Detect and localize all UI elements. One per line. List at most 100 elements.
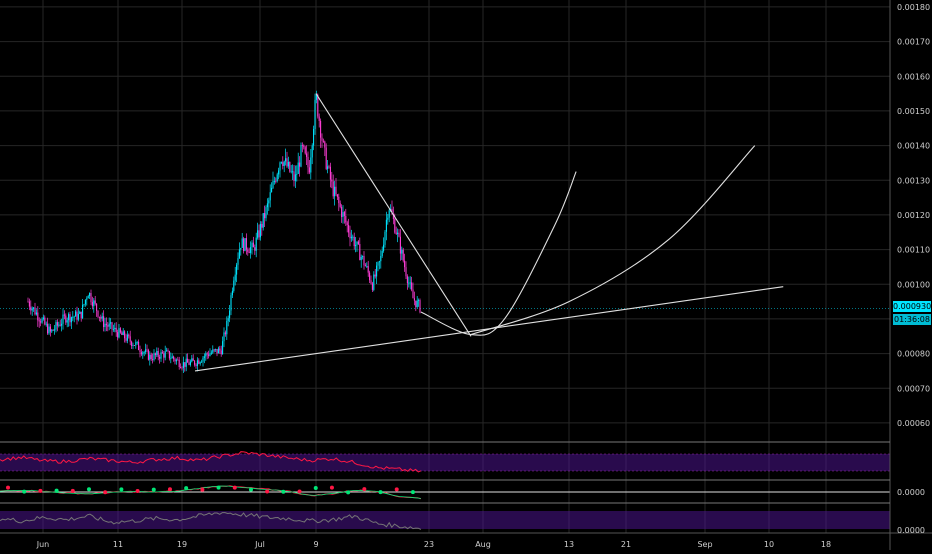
x-tick-label: 21 <box>621 540 631 549</box>
x-tick-label: Sep <box>697 540 712 549</box>
candle-body <box>149 354 151 360</box>
oscillator-band <box>0 454 890 471</box>
candle-body <box>408 282 410 284</box>
candle-body <box>189 361 191 365</box>
candle-body <box>350 236 352 239</box>
candle-body <box>342 212 344 218</box>
x-tick-label: 19 <box>177 540 187 549</box>
candle-body <box>328 166 330 168</box>
candle-body <box>119 328 121 333</box>
candle-body <box>402 249 404 261</box>
y-tick-label: 0.00070 <box>897 384 930 393</box>
candle-body <box>300 145 302 167</box>
candle-body <box>271 187 273 193</box>
candle-body <box>285 158 287 162</box>
candle-body <box>299 162 301 167</box>
candle-body <box>115 327 117 333</box>
candle-body <box>370 280 372 284</box>
momentum-dot <box>281 489 286 494</box>
momentum-dot <box>38 488 43 493</box>
candle-body <box>332 181 334 197</box>
candle-body <box>356 241 358 245</box>
rsi-y-tick: 0.0000 <box>897 526 925 535</box>
momentum-dot <box>329 485 334 490</box>
candle-body <box>411 282 413 290</box>
candle-body <box>157 351 159 357</box>
y-tick-label: 0.00160 <box>897 72 930 81</box>
candle-body <box>238 249 240 259</box>
candle-body <box>419 300 421 313</box>
candle-body <box>58 324 60 326</box>
candle-body <box>318 116 320 121</box>
candle-body <box>44 317 46 325</box>
candle-body <box>251 242 253 248</box>
candle-body <box>118 328 120 338</box>
candle-body <box>215 348 217 350</box>
candle-body <box>47 323 49 334</box>
candle-body <box>304 147 306 154</box>
candle-body <box>191 358 193 362</box>
candle-body <box>266 203 268 208</box>
candle-body <box>156 351 158 356</box>
candle-body <box>412 289 414 299</box>
candle-body <box>331 179 333 182</box>
candle-body <box>338 196 340 204</box>
candle-body <box>321 137 323 141</box>
candle-body <box>69 314 71 323</box>
candle-body <box>173 356 175 359</box>
x-tick-label: 10 <box>764 540 774 549</box>
candle-body <box>205 353 207 357</box>
candle-body <box>91 302 93 307</box>
candle-body <box>286 158 288 167</box>
candle-body <box>217 348 219 354</box>
candle-body <box>278 170 280 175</box>
candle-body <box>122 331 124 335</box>
candle-body <box>51 329 53 332</box>
candle-body <box>362 256 364 257</box>
candle-body <box>45 323 47 325</box>
candle-body <box>139 350 141 353</box>
candle-body <box>138 341 140 351</box>
candle-body <box>201 361 203 363</box>
momentum-dot <box>200 487 205 492</box>
candle-body <box>100 317 102 319</box>
candle-body <box>406 276 408 284</box>
candle-body <box>303 145 305 148</box>
x-tick-label: 9 <box>313 540 318 549</box>
candle-body <box>87 296 89 299</box>
x-tick-label: Jul <box>254 540 265 549</box>
x-tick-label: 11 <box>113 540 123 549</box>
candle-body <box>160 352 162 359</box>
candle-body <box>283 161 285 167</box>
candle-body <box>404 260 406 268</box>
candles <box>27 90 421 374</box>
candle-body <box>244 238 246 252</box>
momentum-dot <box>232 485 237 490</box>
y-tick-label: 0.00080 <box>897 350 930 359</box>
candle-body <box>234 274 236 281</box>
candle-body <box>381 250 383 257</box>
candle-body <box>164 351 166 358</box>
candle-body <box>93 300 95 307</box>
candle-body <box>33 307 35 309</box>
candle-body <box>154 353 156 356</box>
candle-body <box>180 367 182 368</box>
candle-body <box>161 352 163 354</box>
candle-body <box>257 230 259 238</box>
candle-body <box>196 360 198 366</box>
candle-body <box>223 332 225 342</box>
candle-body <box>287 162 289 167</box>
candle-body <box>224 332 226 335</box>
candle-body <box>167 350 169 352</box>
candle-body <box>413 298 415 301</box>
momentum-dot <box>346 490 351 495</box>
candle-body <box>111 322 113 330</box>
countdown-label: 01:36:08 <box>893 314 931 325</box>
candle-body <box>41 319 43 323</box>
candle-body <box>216 348 218 354</box>
candle-body <box>405 267 407 277</box>
candle-body <box>105 323 107 326</box>
candle-body <box>56 322 58 326</box>
candle-body <box>250 247 252 253</box>
